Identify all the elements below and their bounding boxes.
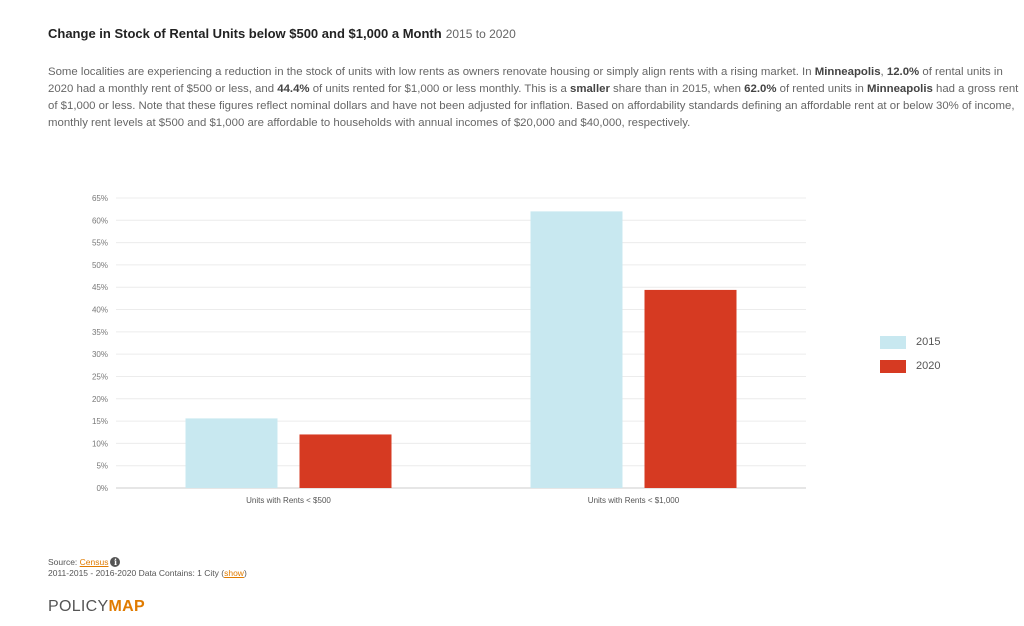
policymap-logo: POLICYMAP <box>48 598 145 616</box>
desc-city: Minneapolis <box>814 66 881 78</box>
desc-text: share than in 2015, when <box>609 83 745 95</box>
source-note: Source: Census i 2011-2015 - 2016-2020 Da… <box>48 557 247 579</box>
desc-value: 12.0% <box>886 66 920 78</box>
legend-item-2020[interactable]: 2020 <box>880 354 940 378</box>
desc-text: of units rented for $1,000 or less month… <box>309 83 570 95</box>
y-tick-label: 0% <box>96 484 108 493</box>
title-period: 2015 to 2020 <box>445 27 516 41</box>
x-category-label: Units with Rents < $500 <box>246 496 331 505</box>
chart-title: Change in Stock of Rental Units below $5… <box>48 26 516 41</box>
logo-part1: POLICY <box>48 598 109 615</box>
show-link[interactable]: show <box>224 568 244 578</box>
y-tick-label: 5% <box>96 462 108 471</box>
y-tick-label: 55% <box>92 239 108 248</box>
desc-text: of rented units in <box>776 83 868 95</box>
data-coverage-line: 2011-2015 - 2016-2020 Data Contains: 1 C… <box>48 568 247 579</box>
y-tick-label: 60% <box>92 216 108 225</box>
legend-swatch <box>880 359 906 373</box>
title-text: Change in Stock of Rental Units below $5… <box>48 26 442 41</box>
source-line: Source: Census i <box>48 557 247 568</box>
desc-text: Some localities are experiencing a reduc… <box>48 66 815 78</box>
bar-chart: 0% 5% 10% 15% 20% 25% 30% 35% 40% 45% 50% 55% 60% 65%… <box>92 194 806 505</box>
description: Some localities are experiencing a reduc… <box>48 64 1020 132</box>
desc-city: Minneapolis <box>867 83 933 95</box>
info-icon[interactable]: i <box>110 557 121 567</box>
logo-part2: MAP <box>108 598 145 615</box>
y-tick-label: 35% <box>92 328 108 337</box>
y-tick-label: 15% <box>92 417 108 426</box>
bar-2015-0[interactable] <box>185 418 278 488</box>
legend-item-2015[interactable]: 2015 <box>880 330 940 354</box>
y-tick-label: 30% <box>92 350 108 359</box>
desc-text: of rental units in 2020 had a monthly re… <box>48 66 1003 95</box>
y-tick-label: 25% <box>92 372 108 381</box>
legend-swatch <box>880 335 906 349</box>
desc-value: 44.4% <box>277 83 310 95</box>
y-tick-label: 65% <box>92 194 108 203</box>
legend-label: 2020 <box>916 360 941 372</box>
y-tick-label: 10% <box>92 439 108 448</box>
y-tick-label: 40% <box>92 306 108 315</box>
y-tick-label: 45% <box>92 283 108 292</box>
y-tick-label: 20% <box>92 395 108 404</box>
bar-2020-0[interactable] <box>299 434 392 488</box>
census-link[interactable]: Census <box>79 557 109 567</box>
coverage-text: ) <box>243 568 247 578</box>
desc-value: 62.0% <box>744 83 777 95</box>
x-category-label: Units with Rents < $1,000 <box>588 496 680 505</box>
bar-2020-1[interactable] <box>644 289 737 488</box>
bar-2015-1[interactable] <box>530 211 623 488</box>
y-tick-label: 50% <box>92 261 108 270</box>
desc-text: had a gross rent of $1,000 or less. Note… <box>48 83 1019 129</box>
chart-legend: 2015 2020 <box>880 330 940 378</box>
source-label: Source: <box>48 557 80 567</box>
legend-label: 2015 <box>916 336 941 348</box>
desc-comparison: smaller <box>569 83 610 95</box>
desc-text: , <box>880 66 887 78</box>
coverage-text: 2011-2015 - 2016-2020 Data Contains: 1 C… <box>48 568 225 578</box>
